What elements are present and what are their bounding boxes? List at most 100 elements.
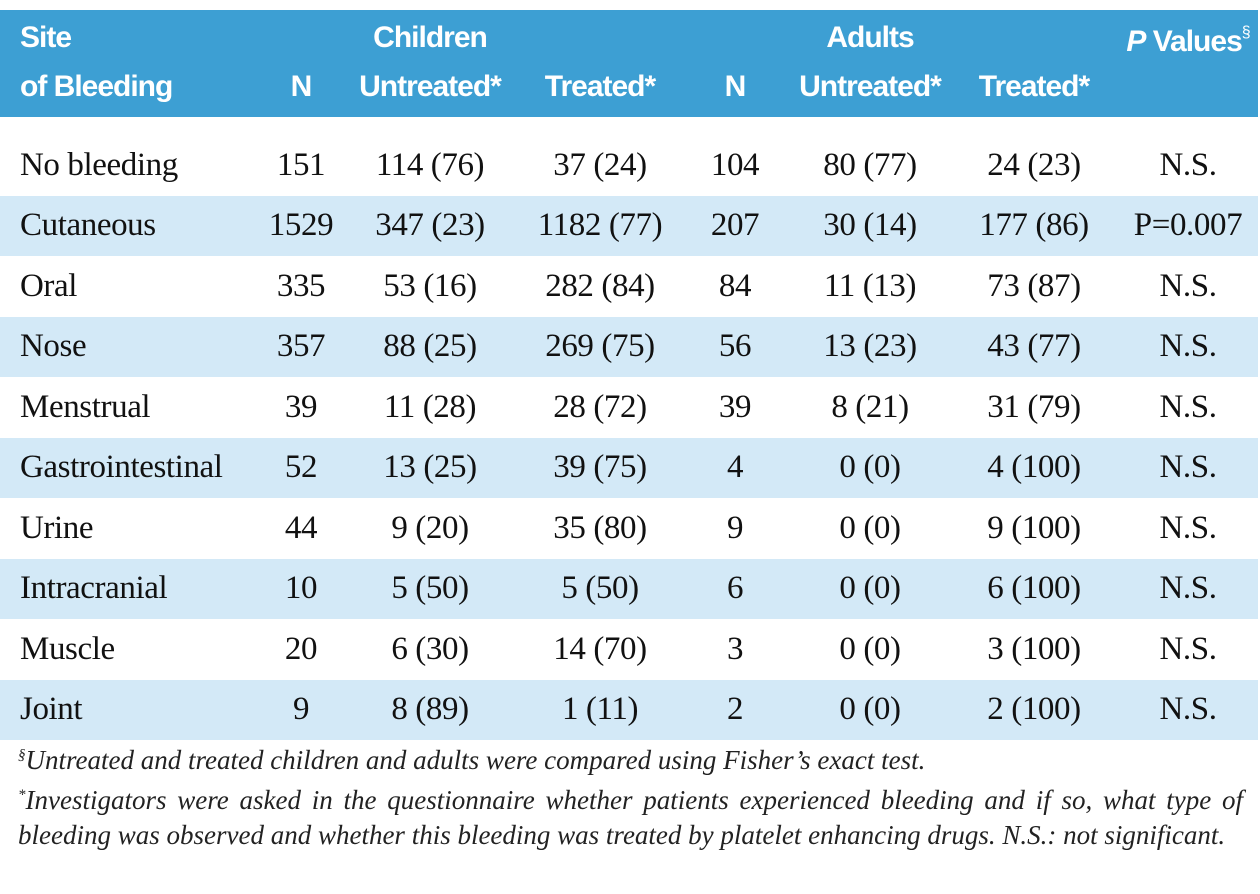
table-cell: 73 (87) (987, 267, 1081, 304)
table-cell: 9 (262, 679, 340, 740)
table-cell: 6 (30) (391, 630, 469, 667)
table-cell: 5 (50) (340, 558, 520, 619)
table-cell: 35 (80) (553, 509, 647, 546)
header-cell: Site (0, 10, 262, 65)
table-cell: 6 (680, 558, 790, 619)
table-cell: 28 (72) (553, 388, 647, 425)
table-cell: 20 (284, 630, 318, 667)
table-cell: 84 (718, 267, 752, 304)
table-cell: 80 (77) (823, 146, 917, 183)
table-cell: Gastrointestinal (0, 437, 262, 498)
table-row: Nose 357 88 (25) 269 (75) 56 13 (23) 43 (77) N.… (0, 316, 1258, 377)
table-cell: Cutaneous (0, 195, 262, 256)
header-row: of Bleeding N Untreated* Treated* N Untreated… (0, 65, 1258, 117)
table-cell: 31 (79) (987, 388, 1081, 425)
table-cell: 11 (13) (823, 267, 917, 304)
header-row: Site Children Adults P Values§ (0, 10, 1258, 65)
table-row: Urine 44 9 (20) 35 (80) 9 0 (0) 9 (100) N.S. (0, 498, 1258, 559)
table-cell: 114 (76) (375, 146, 485, 183)
table-cell: 39 (75) (520, 437, 680, 498)
table-cell: Menstrual (20, 388, 151, 425)
table-cell: 335 (276, 267, 326, 304)
table-cell: 5 (50) (520, 558, 680, 619)
table-row: Intracranial 10 5 (50) 5 (50) 6 0 (0) 6 (100) N… (0, 558, 1258, 619)
table-cell: No bleeding (20, 146, 178, 183)
table-cell: 357 (262, 316, 340, 377)
table-cell: 24 (23) (987, 146, 1081, 183)
table-cell: N.S. (1118, 437, 1258, 498)
table-cell: Oral (20, 267, 78, 304)
table-cell: N.S. (1118, 679, 1258, 740)
table-cell: 6 (100) (950, 558, 1118, 619)
table-cell: 0 (0) (839, 509, 901, 546)
header-cell: Adults (790, 10, 950, 65)
table-cell: 13 (23) (790, 316, 950, 377)
table-cell: N.S. (1159, 146, 1217, 183)
table-cell: Joint (0, 679, 262, 740)
table-cell: P=0.007 (1118, 195, 1258, 256)
table-cell: Urine (20, 509, 94, 546)
table-cell: 30 (14) (790, 195, 950, 256)
table-cell: N.S. (1118, 558, 1258, 619)
table-cell: N.S. (1159, 388, 1217, 425)
table-cell: 2 (100) (950, 679, 1118, 740)
footnote: *Investigators were asked in the questio… (18, 778, 1243, 853)
table-cell: 56 (680, 316, 790, 377)
footnote-text: Untreated and treated children and adult… (25, 745, 926, 775)
table-cell: 14 (70) (553, 630, 647, 667)
table-cell: Intracranial (0, 558, 262, 619)
table-cell: Nose (0, 316, 262, 377)
footnotes: §Untreated and treated children and adul… (18, 738, 1243, 853)
table-cell: 8 (89) (340, 679, 520, 740)
table-row: Muscle 20 6 (30) 14 (70) 3 0 (0) 3 (100) N.S. (0, 619, 1258, 680)
table-cell: 43 (77) (950, 316, 1118, 377)
table-cell: 0 (0) (790, 558, 950, 619)
table-cell: 2 (680, 679, 790, 740)
footnote-mark: § (18, 747, 26, 763)
table-cell: 0 (0) (790, 437, 950, 498)
header-cell: Untreated* (340, 65, 520, 117)
table-cell: 9 (100) (987, 509, 1081, 546)
table-cell: 3 (726, 630, 744, 667)
data-table: Site Children Adults P Values§ of Bleedi… (0, 10, 1258, 740)
table-cell: 104 (710, 146, 760, 183)
header-cell: Untreated* (790, 65, 950, 117)
table-cell: 53 (16) (383, 267, 477, 304)
table-cell: 10 (262, 558, 340, 619)
table-row: Cutaneous 1529 347 (23) 1182 (77) 207 30 (14)… (0, 195, 1258, 256)
footnote: §Untreated and treated children and adul… (18, 738, 1243, 778)
table-cell: 37 (24) (553, 146, 647, 183)
table-cell: 207 (680, 195, 790, 256)
table-cell: N.S. (1159, 509, 1217, 546)
table-cell: 269 (75) (520, 316, 680, 377)
table-cell: 13 (25) (340, 437, 520, 498)
footnote-mark: § (1241, 24, 1251, 41)
table-cell: 8 (21) (831, 388, 909, 425)
table-row: Menstrual 39 11 (28) 28 (72) 39 8 (21) 31 (79)… (0, 377, 1258, 438)
table-cell: 9 (726, 509, 744, 546)
table-cell: 11 (28) (383, 388, 477, 425)
header-cell: Treated* (950, 65, 1118, 117)
header-cell: P Values§ (1118, 10, 1258, 65)
header-text: P (1126, 25, 1146, 58)
table-cell: 9 (20) (391, 509, 469, 546)
table-cell: Muscle (20, 630, 115, 667)
table-cell: 1529 (262, 195, 340, 256)
table-cell: 4 (680, 437, 790, 498)
table-cell: 52 (262, 437, 340, 498)
table-row: No bleeding 151 114 (76) 37 (24) 104 80 (77) 2… (0, 135, 1258, 196)
table-cell: 177 (86) (950, 195, 1118, 256)
header-cell: N (262, 65, 340, 117)
table-row: Oral 335 53 (16) 282 (84) 84 11 (13) 73 (87) N.… (0, 256, 1258, 317)
table-cell: 88 (25) (340, 316, 520, 377)
table-cell: 4 (100) (950, 437, 1118, 498)
table-cell: 347 (23) (340, 195, 520, 256)
table-row: Gastrointestinal 52 13 (25) 39 (75) 4 0 (0) 4 … (0, 437, 1258, 498)
header-cell (1118, 65, 1258, 117)
header-text: Values (1152, 25, 1243, 58)
table-cell: 1182 (77) (520, 195, 680, 256)
footnote-mark: * (18, 787, 26, 803)
table-cell: 0 (0) (790, 679, 950, 740)
table-cell: N.S. (1159, 630, 1217, 667)
